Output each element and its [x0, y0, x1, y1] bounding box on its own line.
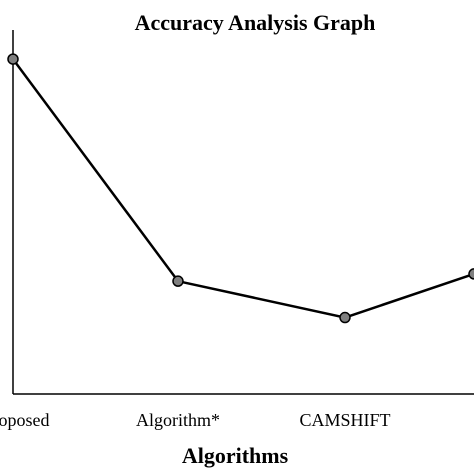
data-point-3	[339, 311, 351, 324]
x-tick-label-2: Algorithm*	[136, 410, 220, 430]
chart-title: Accuracy Analysis Graph	[135, 10, 376, 35]
data-point-1	[7, 53, 19, 65]
x-axis-label: Algorithms	[182, 443, 289, 468]
series-layer	[7, 53, 474, 324]
data-point-2	[172, 275, 184, 287]
data-point-4	[468, 268, 474, 280]
x-tick-label-1: oposed	[0, 410, 50, 430]
series-line	[11, 58, 474, 319]
x-tick-label-3: CAMSHIFT	[299, 410, 390, 430]
x-tick-labels: oposed Algorithm* CAMSHIFT	[0, 410, 391, 430]
